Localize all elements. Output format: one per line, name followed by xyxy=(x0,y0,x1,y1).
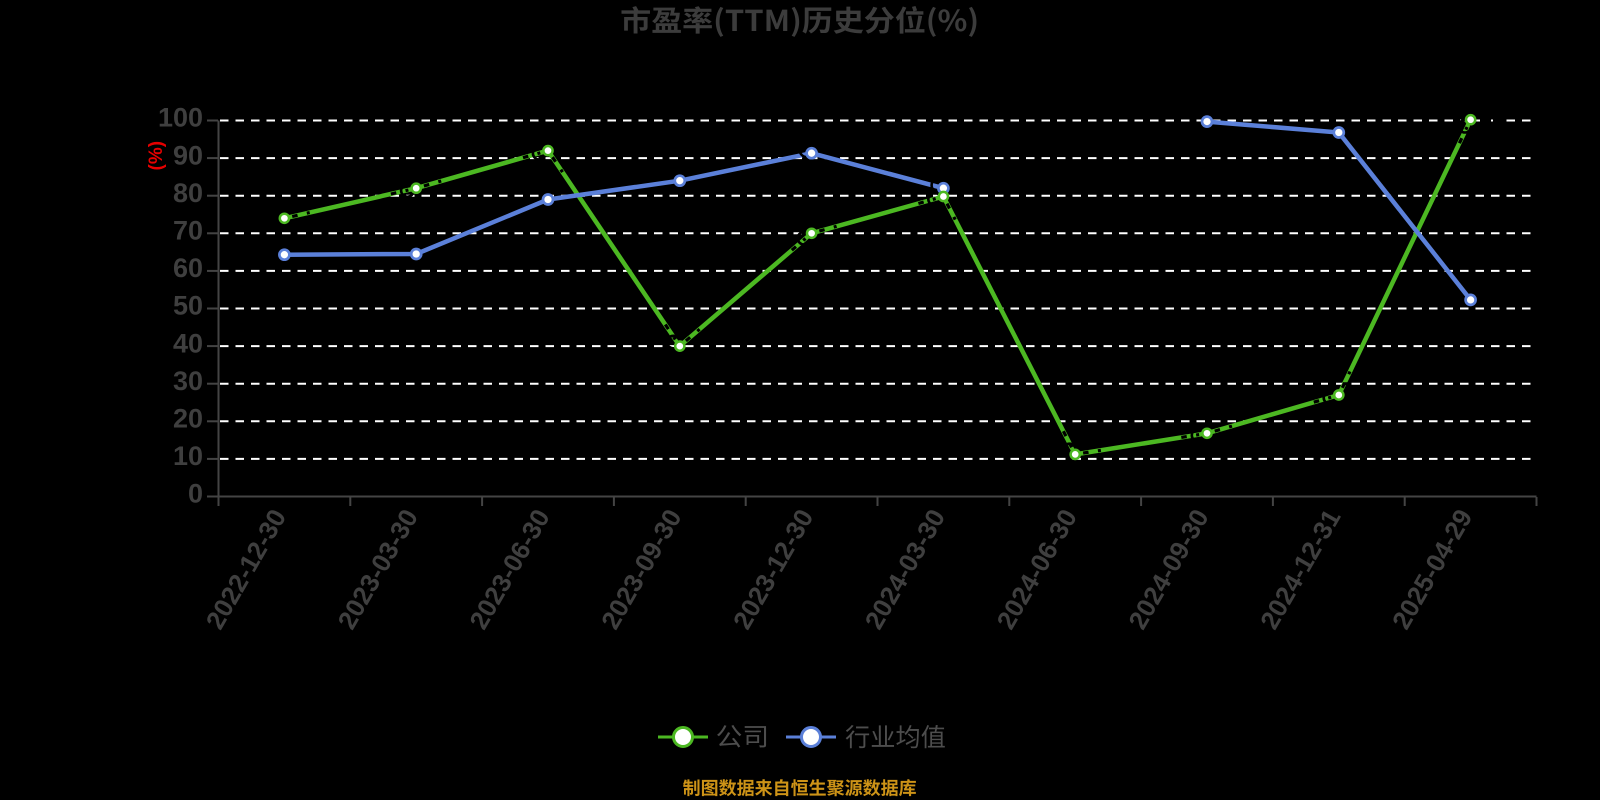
svg-text:(%): (%) xyxy=(146,141,167,171)
svg-text:70: 70 xyxy=(173,216,203,246)
svg-text:40: 40 xyxy=(173,328,203,358)
svg-text:20: 20 xyxy=(173,404,203,434)
svg-text:90: 90 xyxy=(173,140,203,170)
svg-text:100: 100 xyxy=(158,103,203,133)
svg-text:30: 30 xyxy=(173,366,203,396)
svg-text:60: 60 xyxy=(173,253,203,283)
svg-text:80: 80 xyxy=(173,178,203,208)
svg-text:0: 0 xyxy=(188,479,203,509)
svg-text:50: 50 xyxy=(173,291,203,321)
svg-text:10: 10 xyxy=(173,441,203,471)
